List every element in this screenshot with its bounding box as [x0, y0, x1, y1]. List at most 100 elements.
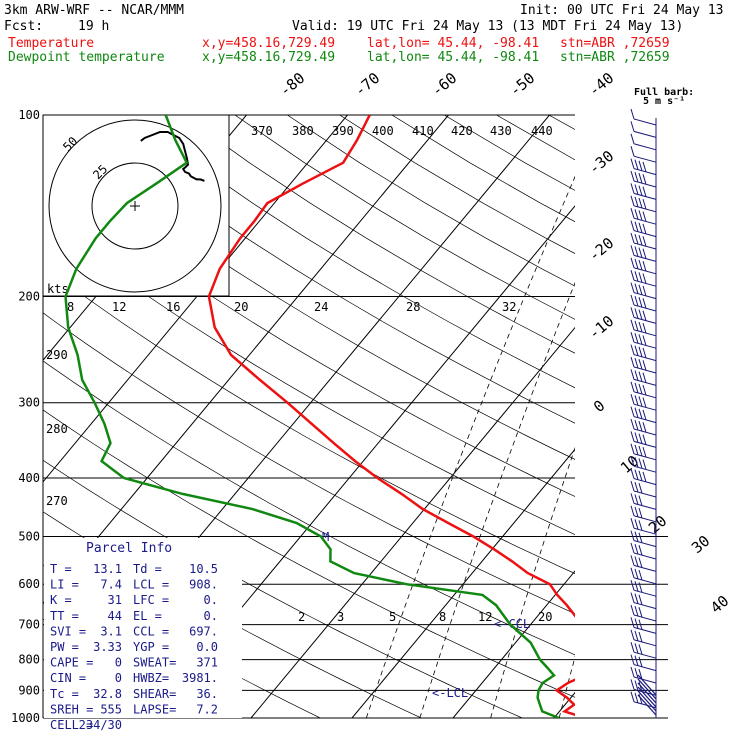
- wind-barb: [630, 443, 657, 461]
- wind-barb: [630, 146, 657, 163]
- parcel-info-value: 13.1: [93, 562, 122, 576]
- annotation-m: M: [322, 530, 329, 544]
- isotherm-label: 30: [688, 532, 713, 557]
- wind-barb: [630, 245, 657, 262]
- dry-adiabat-line: [601, 115, 740, 718]
- isotherm-label: -80: [276, 69, 308, 100]
- wind-barb: [630, 617, 657, 634]
- isotherm-label: -20: [585, 234, 617, 265]
- parcel-info-key: LCL =: [133, 578, 169, 592]
- parcel-info-key: Td =: [133, 562, 162, 576]
- pressure-tick-label: 100: [18, 108, 40, 122]
- wind-barb: [630, 567, 657, 585]
- potential-temperature-label: 400: [372, 124, 394, 138]
- wind-barb: [630, 232, 657, 250]
- parcel-info-value: 31: [108, 593, 122, 607]
- wind-barb: [630, 108, 657, 126]
- potential-temperature-label: 440: [531, 124, 553, 138]
- parcel-info-key: T =: [50, 562, 72, 576]
- wind-barb: [630, 307, 657, 324]
- barb-legend-line2: 5 m s⁻¹: [643, 96, 685, 107]
- dewpoint-profile-line: [64, 115, 560, 718]
- wind-barb: [630, 406, 657, 424]
- isotherm-label: -60: [428, 69, 460, 100]
- mixing-ratio-lower-label: 12: [478, 610, 492, 624]
- parcel-info-key: Tc =: [50, 687, 79, 701]
- dry-adiabat-line: [77, 115, 575, 424]
- wind-barb: [630, 666, 657, 684]
- wind-barb: [630, 332, 657, 349]
- wind-barb: [630, 257, 657, 275]
- wind-barb: [630, 431, 657, 448]
- mixing-ratio-upper-label: 20: [234, 300, 248, 314]
- parcel-info-key: PW =: [50, 640, 79, 654]
- parcel-info-value: 0: [115, 671, 122, 685]
- wind-barb: [630, 381, 657, 399]
- pressure-tick-label: 800: [18, 653, 40, 667]
- dewpoint-legend-xy: x,y=458.16,729.49: [202, 50, 336, 65]
- parcel-info-value: 36.: [196, 687, 218, 701]
- potential-temperature-label: 410: [412, 124, 434, 138]
- init-time: Init: 00 UTC Fri 24 May 13: [520, 3, 724, 18]
- pressure-tick-label: 1000: [11, 711, 40, 725]
- temperature-profile-line: [207, 115, 575, 717]
- mixing-ratio-upper-label: 12: [112, 300, 126, 314]
- barb-legend-line1: Full barb:: [634, 87, 694, 98]
- wind-barb: [630, 294, 657, 312]
- mixing-ratio-upper-label: 16: [166, 300, 180, 314]
- pressure-tick-label: 900: [18, 683, 40, 697]
- parcel-info-title: Parcel Info: [86, 541, 172, 556]
- wind-barb-near-surface: [637, 694, 657, 716]
- isotherm-line: [43, 115, 449, 605]
- pressure-tick-label: 200: [18, 290, 40, 304]
- isotherm-label: -70: [351, 69, 383, 100]
- pressure-tick-label: 500: [18, 529, 40, 543]
- dry-adiabat-line: [43, 265, 575, 574]
- wind-barb: [630, 133, 657, 151]
- isotherm-line: [655, 115, 740, 718]
- parcel-info-key: CIN =: [50, 671, 86, 685]
- forecast-hour: 19 h: [78, 19, 110, 34]
- lcl-marker: <-LCL: [432, 686, 468, 700]
- wind-barb: [630, 542, 657, 560]
- model-title: 3km ARW-WRF -- NCAR/MMM: [4, 3, 185, 18]
- mixing-ratio-lower-label: 2: [298, 610, 305, 624]
- mixing-ratio-lower-label: 5: [389, 610, 396, 624]
- wind-barb: [630, 208, 657, 225]
- parcel-info-key: LI =: [50, 578, 79, 592]
- wind-barb-near-surface: [637, 682, 657, 704]
- pressure-tick-label: 700: [18, 618, 40, 632]
- wind-barb: [630, 493, 657, 510]
- dry-adiabat-line: [43, 312, 575, 615]
- isotherm-label: -10: [585, 312, 617, 343]
- isotherm-line: [250, 326, 575, 718]
- parcel-info-key: CELL =: [50, 718, 93, 732]
- wind-barb: [630, 356, 657, 374]
- wind-barb: [630, 170, 657, 188]
- potential-temperature-label: 430: [490, 124, 512, 138]
- isotherm-line: [43, 115, 348, 483]
- isotherm-line: [351, 448, 575, 718]
- mixing-ratio-line: [365, 175, 575, 718]
- wind-barb: [630, 518, 657, 535]
- parcel-info-value: 7.4: [100, 578, 122, 592]
- mixing-ratio-line: [621, 115, 740, 718]
- forecast-label: Fcst:: [4, 19, 44, 34]
- pressure-tick-label: 300: [18, 396, 40, 410]
- wind-barb-near-surface: [637, 690, 657, 712]
- parcel-info-value: 908.: [189, 578, 218, 592]
- potential-temperature-label: 380: [292, 124, 314, 138]
- potential-temperature-label: 390: [332, 124, 354, 138]
- mixing-ratio-lower-label: 20: [538, 610, 552, 624]
- parcel-info-value: 371: [196, 656, 218, 670]
- dewpoint-legend-station: stn=ABR ,72659: [560, 50, 670, 65]
- mixing-ratio-line: [419, 281, 575, 718]
- parcel-info-value: 10.5: [189, 562, 218, 576]
- pressure-tick-label: 600: [18, 577, 40, 591]
- parcel-info-value: 0: [115, 656, 122, 670]
- parcel-info-value: 44: [108, 609, 122, 623]
- parcel-info-value: 3981.: [182, 671, 218, 685]
- mixing-ratio-line: [558, 655, 575, 718]
- parcel-info-value: 3.1: [100, 624, 122, 638]
